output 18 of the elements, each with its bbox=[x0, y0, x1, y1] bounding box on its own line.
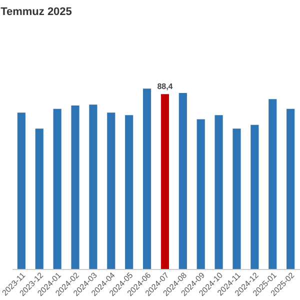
bar bbox=[286, 108, 295, 269]
bar bbox=[17, 112, 26, 269]
bar bbox=[53, 108, 62, 269]
bar bbox=[250, 124, 259, 269]
bar bbox=[35, 128, 44, 269]
bar bbox=[214, 115, 223, 269]
bar bbox=[232, 128, 241, 269]
bar bbox=[178, 92, 187, 269]
bar bbox=[125, 115, 134, 269]
bar bbox=[268, 99, 277, 269]
bar bbox=[89, 104, 98, 269]
bar bbox=[196, 119, 205, 269]
bar bbox=[160, 94, 170, 269]
bar bbox=[107, 112, 116, 269]
bar bbox=[71, 105, 80, 269]
data-label: 88,4 bbox=[157, 82, 174, 92]
bar bbox=[142, 88, 152, 269]
chart-title: Temmuz 2025 bbox=[0, 6, 72, 18]
